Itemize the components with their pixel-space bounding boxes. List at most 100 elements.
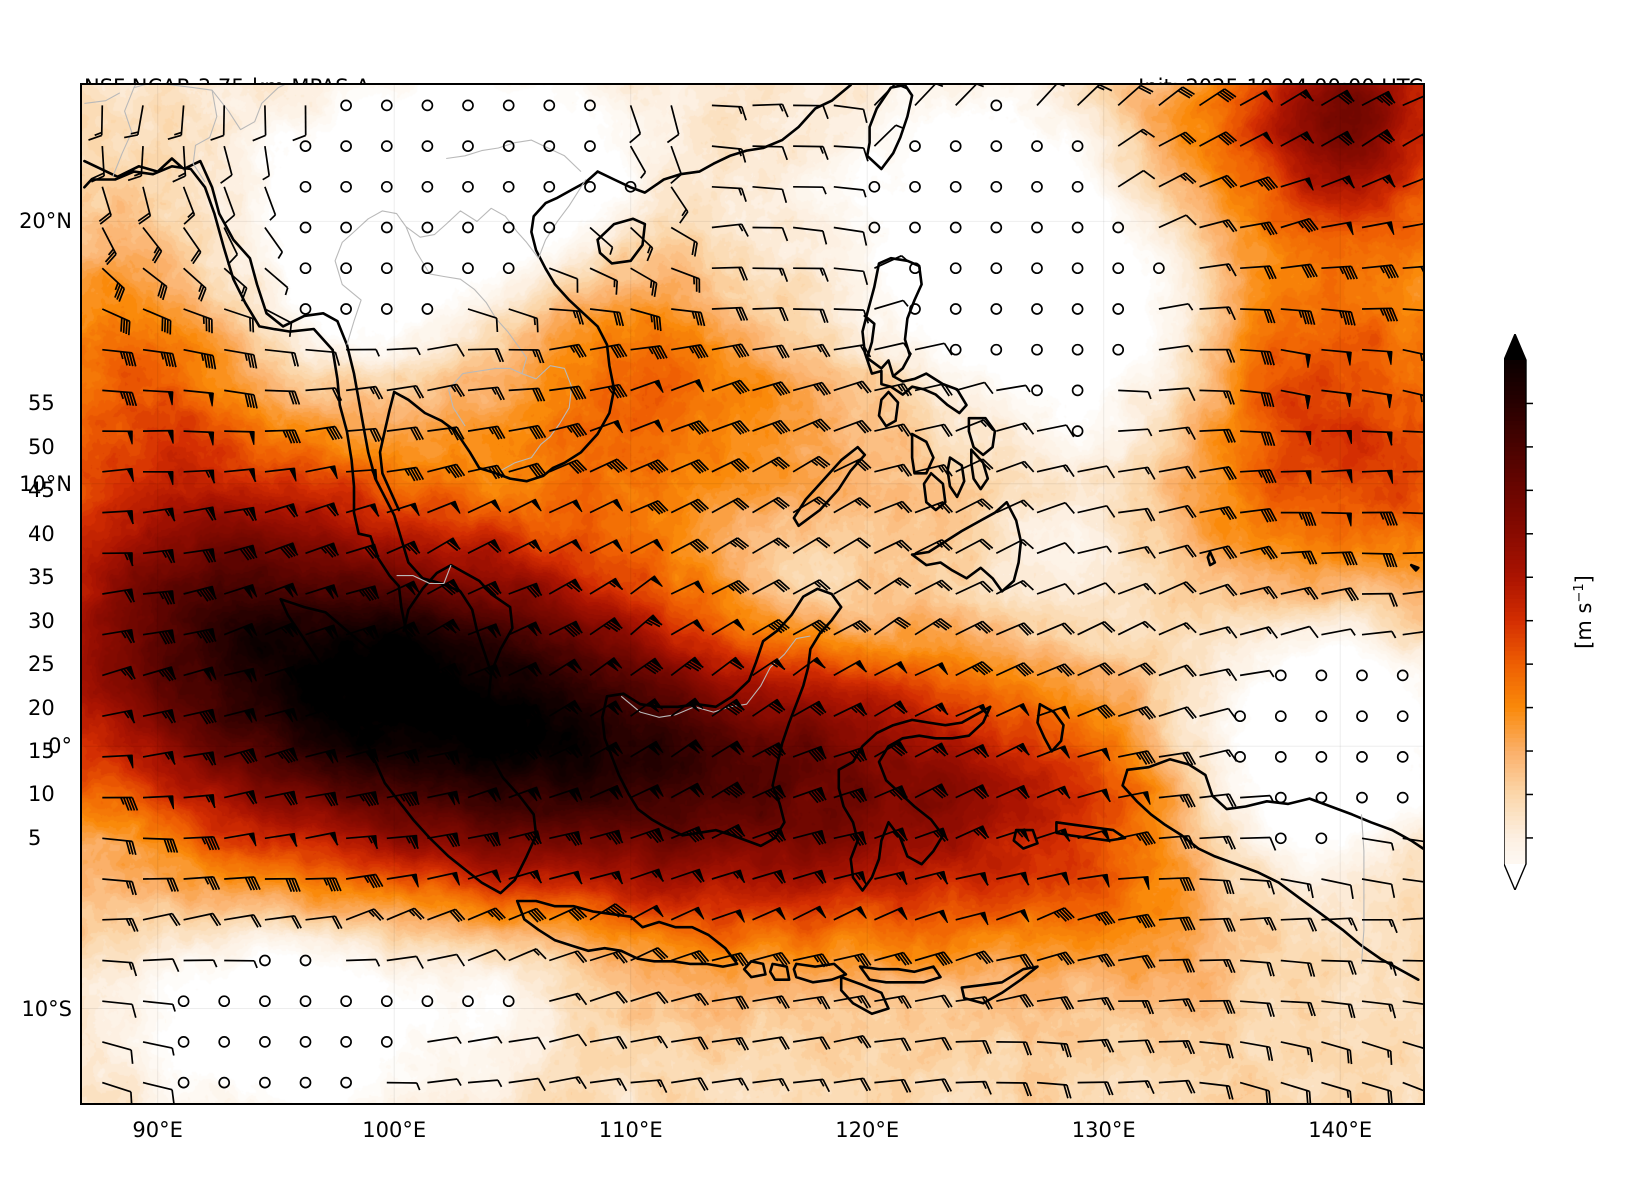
wind-barb (1158, 214, 1197, 229)
wind-barb (630, 827, 665, 844)
wind-barb (752, 995, 790, 1010)
wind-barb (386, 955, 424, 969)
wind-barb-calm (502, 180, 515, 193)
wind-barb (345, 908, 385, 921)
wind-barb (1077, 85, 1113, 107)
wind-barb (183, 794, 216, 809)
wind-barb (996, 384, 1031, 393)
wind-barb (589, 267, 619, 295)
wind-barb (549, 385, 587, 401)
wind-barb (427, 463, 466, 479)
wind-barb (955, 538, 994, 555)
wind-barb (223, 544, 258, 561)
wind-barb (183, 469, 216, 484)
wind-barb (630, 868, 665, 882)
wind-barb (995, 703, 1030, 717)
wind-barb-calm (949, 180, 962, 193)
wind-barb (1402, 590, 1423, 595)
wind-barb (142, 267, 168, 301)
wind-barb (955, 784, 990, 800)
wind-barb (1402, 1041, 1423, 1049)
wind-barb (1361, 1081, 1393, 1103)
wind-barb (142, 837, 179, 853)
wind-barb (1240, 389, 1275, 408)
wind-barb (345, 585, 380, 602)
wind-barb (1361, 389, 1393, 409)
wind-barb-calm (1031, 343, 1043, 356)
coastline (960, 965, 1039, 1005)
wind-barb (1240, 308, 1276, 324)
coastline (402, 563, 514, 674)
map-overlay-layer (82, 85, 1423, 1103)
wind-barb (549, 308, 585, 325)
wind-barb (102, 754, 134, 769)
wind-barb (467, 948, 507, 962)
wind-barb (670, 782, 705, 799)
wind-barb (467, 386, 505, 401)
wind-barb (792, 343, 831, 358)
wind-barb (1077, 873, 1110, 888)
wind-barb (183, 267, 207, 302)
wind-barb (1321, 587, 1360, 602)
wind-barb (1361, 129, 1396, 147)
wind-barb (1402, 878, 1423, 883)
wind-barb (996, 422, 1035, 435)
wind-barb (589, 308, 625, 327)
country-border (334, 207, 539, 345)
wind-barb (1158, 426, 1196, 441)
wind-barb (955, 825, 990, 840)
wind-barb (467, 580, 502, 597)
wind-barb (589, 1077, 628, 1092)
wind-barb (752, 784, 787, 802)
wind-barb (670, 420, 710, 435)
wind-barb (630, 1079, 668, 1093)
wind-barb (264, 665, 298, 681)
wind-barb-calm (299, 221, 312, 234)
wind-barb (1199, 958, 1236, 974)
wind-barb (995, 742, 1030, 758)
wind-barb (630, 459, 669, 474)
wind-barb (386, 663, 420, 680)
wind-barb (995, 538, 1034, 555)
wind-barb (1240, 916, 1277, 931)
wind-barb (427, 383, 466, 398)
wind-barb (955, 911, 989, 926)
x-tick-110degE: 110°E (598, 1118, 663, 1142)
wind-barb (264, 542, 299, 559)
wind-barb (670, 379, 705, 393)
wind-barb (711, 1077, 750, 1091)
wind-barb (1036, 705, 1070, 720)
wind-barb (183, 430, 215, 446)
wind-barb (914, 702, 949, 717)
wind-barb (264, 747, 299, 764)
wind-barb (589, 617, 623, 636)
wind-barb (955, 85, 985, 106)
wind-barb (630, 614, 663, 636)
wind-barb (182, 227, 202, 265)
colorbar-tick-55: 55 (28, 391, 55, 416)
wind-barb (1036, 464, 1075, 478)
wind-barb (752, 145, 789, 161)
wind-barb (1321, 511, 1352, 527)
wind-barb (1199, 389, 1235, 405)
coastline (970, 448, 990, 491)
coastline (1012, 828, 1039, 850)
wind-barb (1077, 465, 1116, 479)
wind-barb (1361, 307, 1399, 322)
wind-barb (127, 146, 144, 182)
wind-barb-calm (1031, 180, 1043, 193)
wind-barb (426, 618, 461, 636)
wind-barb (1077, 620, 1116, 636)
wind-barb (914, 909, 949, 924)
wind-barb (874, 423, 913, 437)
wind-barb (1321, 175, 1356, 189)
wind-barb-calm (1031, 384, 1043, 397)
wind-barb (589, 950, 628, 964)
wind-barb (142, 548, 176, 564)
wind-barb (345, 667, 379, 683)
wind-barb (548, 906, 588, 922)
wind-barb-calm (462, 262, 474, 275)
wind-barb (508, 621, 542, 637)
wind-barb (1402, 348, 1423, 362)
